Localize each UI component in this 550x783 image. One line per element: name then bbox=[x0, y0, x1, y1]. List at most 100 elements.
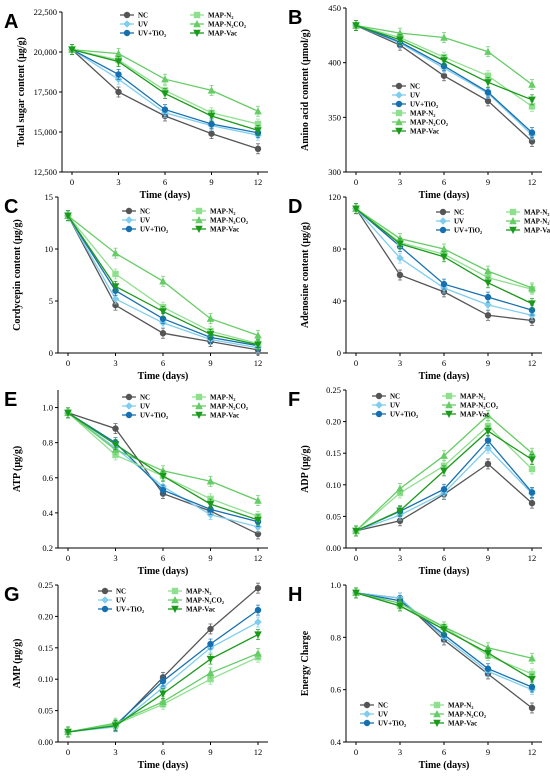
data-point bbox=[254, 649, 262, 657]
legend-item: UV bbox=[122, 216, 150, 225]
data-point bbox=[207, 640, 214, 648]
legend-label: MAP-Vac bbox=[210, 226, 239, 234]
data-point bbox=[64, 212, 72, 220]
legend-item: NC bbox=[360, 702, 388, 710]
legend-label: UV+TiO₂ bbox=[454, 227, 482, 235]
data-point bbox=[115, 88, 122, 96]
data-point bbox=[396, 517, 404, 525]
x-axis-label: Time (days) bbox=[140, 190, 191, 201]
y-tick-label: 400 bbox=[328, 58, 341, 68]
y-tick-label: 350 bbox=[328, 112, 341, 122]
legend-item: UV+TiO₂ bbox=[122, 412, 168, 420]
legend-marker bbox=[433, 719, 441, 727]
data-point bbox=[484, 293, 492, 301]
y-axis-label: Cordycepin content (μg/g) bbox=[12, 219, 23, 331]
x-tick-label: 12 bbox=[254, 553, 263, 563]
data-point bbox=[484, 72, 492, 79]
legend-item: UV bbox=[98, 596, 126, 605]
y-tick-label: 0.8 bbox=[330, 632, 341, 642]
x-tick-label: 12 bbox=[254, 747, 263, 757]
legend-marker bbox=[395, 109, 403, 117]
data-point bbox=[114, 58, 123, 66]
x-tick-label: 9 bbox=[486, 747, 490, 757]
x-axis-label: Time (days) bbox=[138, 566, 189, 577]
data-point bbox=[254, 145, 262, 152]
y-tick-label: 0.2 bbox=[42, 543, 53, 553]
y-tick-label: 12,500 bbox=[34, 167, 57, 177]
x-tick-label: 0 bbox=[66, 553, 70, 563]
legend-marker bbox=[195, 402, 203, 410]
legend-item: UV+TiO₂ bbox=[98, 606, 144, 614]
series-map-n2 bbox=[64, 407, 262, 522]
data-point bbox=[64, 409, 72, 417]
data-point bbox=[254, 631, 262, 639]
data-point bbox=[112, 301, 119, 309]
data-point bbox=[528, 284, 536, 292]
legend-label: UV bbox=[454, 218, 464, 226]
data-point bbox=[254, 107, 262, 115]
legend-item: MAP-N₂ bbox=[192, 394, 235, 402]
x-tick-label: 9 bbox=[486, 553, 490, 563]
series-map-vac bbox=[352, 203, 536, 309]
legend-label: NC bbox=[116, 588, 126, 596]
data-point bbox=[254, 120, 262, 128]
series-map-n2co2 bbox=[352, 409, 536, 537]
data-point bbox=[484, 312, 492, 319]
data-point bbox=[206, 655, 215, 664]
legend-label: NC bbox=[390, 393, 400, 401]
data-point bbox=[159, 472, 167, 481]
y-tick-label: 1.0 bbox=[330, 580, 341, 590]
y-tick-label: 0.00 bbox=[326, 543, 341, 553]
legend-label: UV+TiO₂ bbox=[410, 101, 438, 109]
data-point bbox=[254, 618, 262, 626]
data-point bbox=[254, 331, 262, 339]
x-tick-label: 0 bbox=[354, 747, 358, 757]
series-map-n2 bbox=[352, 420, 536, 537]
legend-item: MAP-N₂ bbox=[430, 702, 473, 710]
y-tick-label: 0.25 bbox=[326, 385, 341, 395]
data-point bbox=[484, 427, 492, 436]
y-tick-label: 0 bbox=[337, 348, 341, 358]
data-point bbox=[440, 253, 448, 261]
legend-item: MAP-N₂ bbox=[442, 393, 485, 401]
legend-item: MAP-Vac bbox=[430, 720, 477, 728]
data-point bbox=[159, 277, 167, 285]
data-point bbox=[484, 279, 492, 287]
series-map-vac bbox=[352, 20, 536, 106]
series-map-vac bbox=[352, 587, 536, 685]
series-map-vac bbox=[64, 407, 262, 526]
data-point bbox=[528, 489, 536, 496]
legend-item: NC bbox=[122, 208, 150, 216]
legend-label: UV+TiO₂ bbox=[138, 30, 166, 38]
legend-marker bbox=[125, 402, 133, 410]
data-point bbox=[352, 205, 360, 213]
data-point bbox=[396, 484, 404, 492]
legend-marker bbox=[439, 217, 447, 225]
panel-letter: H bbox=[288, 584, 302, 606]
legend-label: MAP-N₂CO₂ bbox=[460, 402, 498, 410]
x-tick-label: 12 bbox=[528, 747, 537, 757]
legend-item: NC bbox=[120, 12, 148, 20]
data-point bbox=[161, 75, 169, 83]
y-tick-label: 15,000 bbox=[34, 127, 57, 137]
x-tick-label: 3 bbox=[113, 358, 117, 368]
legend-label: MAP-N₂CO₂ bbox=[210, 217, 248, 225]
legend-item: MAP-N₂CO₂ bbox=[192, 216, 248, 225]
data-point bbox=[159, 697, 167, 706]
legend-label: MAP-N₂CO₂ bbox=[208, 21, 246, 29]
data-point bbox=[111, 283, 120, 291]
legend-label: MAP-Vac bbox=[448, 720, 477, 728]
legend-marker bbox=[125, 207, 133, 215]
legend-label: UV bbox=[140, 403, 150, 411]
series-line bbox=[355, 592, 533, 709]
x-tick-label: 9 bbox=[209, 177, 213, 187]
legend-item: UV+TiO₂ bbox=[122, 226, 168, 234]
panel-b: B 300 350 400 450 0 3 6 9 12 Time (days) Amino acid… bbox=[288, 3, 542, 201]
data-point bbox=[484, 437, 492, 444]
x-tick-label: 6 bbox=[163, 177, 167, 187]
legend-marker bbox=[125, 411, 133, 419]
y-axis-label: Total sugar content (μg/g) bbox=[16, 37, 27, 147]
data-point bbox=[254, 516, 262, 524]
